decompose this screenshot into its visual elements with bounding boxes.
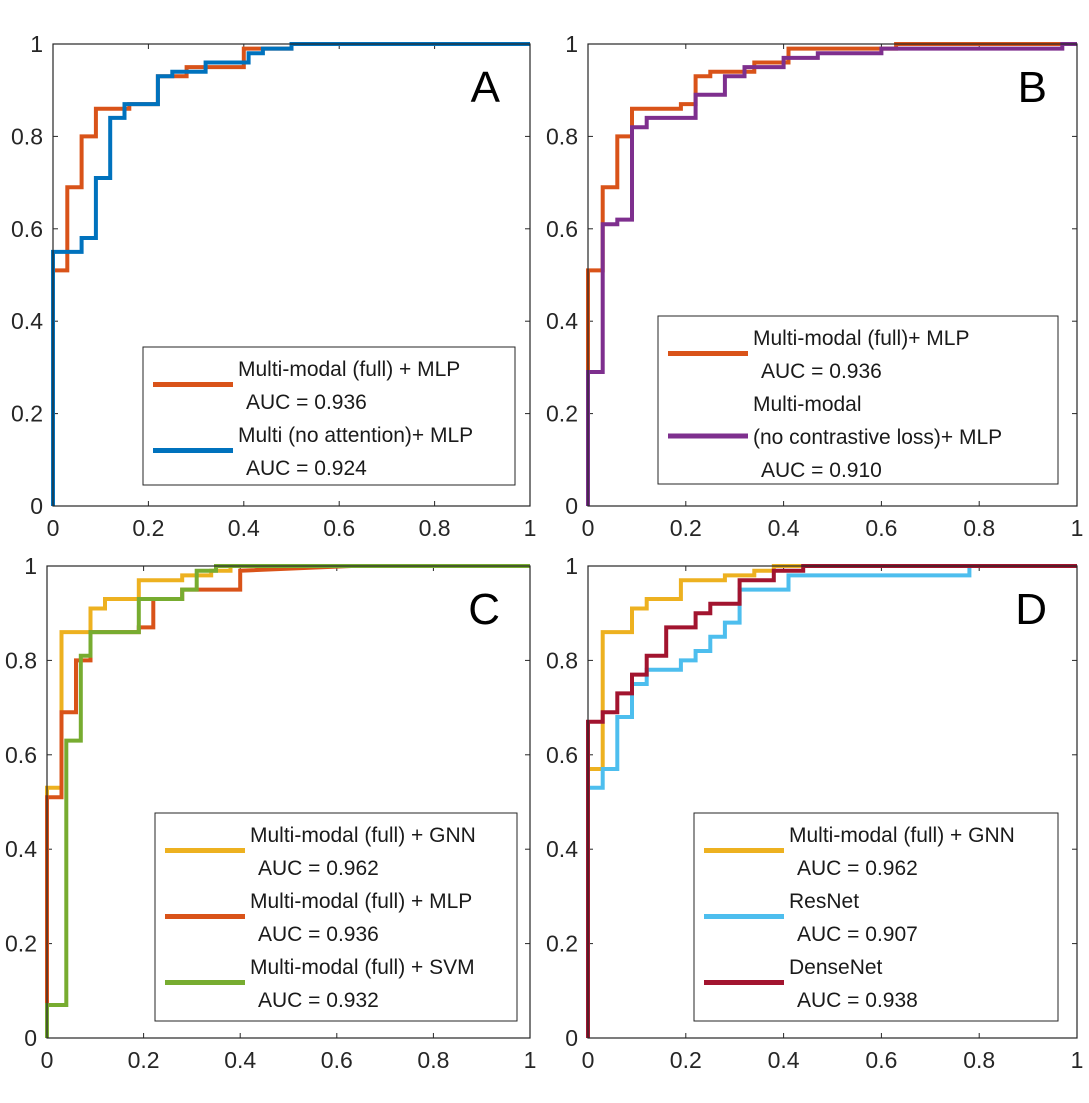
y-tick-label: 0.6 — [546, 742, 578, 768]
panel-c: 0 0.2 0.4 0.6 0.8 1 0 0.2 0.4 0.6 0.8 1 C Multi-modal… — [5, 553, 536, 1073]
legend-auc-label: AUC = 0.907 — [797, 923, 918, 946]
panel-letter: B — [1018, 63, 1047, 112]
y-tick-label: 1 — [30, 31, 43, 57]
x-tick-label: 0.2 — [132, 515, 164, 541]
panel-d: 0 0.2 0.4 0.6 0.8 1 0 0.2 0.4 0.6 0.8 1 D Multi-modal… — [546, 553, 1083, 1073]
y-tick-label: 0 — [565, 493, 578, 519]
axes-frame — [46, 565, 531, 1039]
legend-series-label: Multi-modal (full) + MLP — [238, 358, 460, 381]
y-tick-label: 0.4 — [11, 308, 43, 334]
x-tick-label: 1 — [524, 1047, 537, 1073]
x-tick-label: 0.6 — [323, 515, 355, 541]
legend-auc-label: AUC = 0.962 — [797, 857, 918, 880]
legend: Multi-modal (full) + GNN AUC = 0.962 Multi… — [154, 812, 518, 1022]
legend-auc-label: AUC = 0.936 — [258, 923, 379, 946]
legend-series-label: Multi-modal (full) + GNN — [789, 824, 1015, 847]
x-tick-label: 0.8 — [963, 1047, 995, 1073]
legend: Multi-modal (full) + MLP AUC = 0.936 Multi… — [142, 346, 516, 486]
panel-a: 0 0.2 0.4 0.6 0.8 1 0 0.2 0.4 0.6 0.8 1 A Multi-modal… — [11, 31, 536, 541]
y-tick-label: 0.6 — [11, 216, 43, 242]
y-tick-label: 0.8 — [5, 647, 37, 673]
y-tick-label: 1 — [565, 31, 578, 57]
legend-series-label: ResNet — [789, 890, 859, 913]
x-tick-label: 0.2 — [128, 1047, 160, 1073]
x-tick-label: 0.8 — [419, 515, 451, 541]
x-tick-label: 0.2 — [670, 1047, 702, 1073]
y-tick-label: 0.2 — [546, 401, 578, 427]
legend-series-label: Multi-modal (full)+ MLP — [753, 327, 969, 350]
legend-auc-label: AUC = 0.936 — [246, 391, 367, 414]
y-tick-label: 0.4 — [546, 836, 578, 862]
roc-curve-densenet — [586, 564, 1077, 1038]
legend-auc-label: AUC = 0.936 — [761, 360, 882, 383]
y-tick-label: 1 — [24, 553, 37, 579]
roc-curve-multi-modal-full-gnn — [586, 564, 848, 1038]
y-tick-label: 0.8 — [546, 647, 578, 673]
y-tick-label: 0.2 — [546, 931, 578, 957]
roc-curve-multi-modal-no-contrastive-loss-mlp — [586, 42, 1077, 506]
roc-curve-multi-no-attention-mlp — [51, 42, 530, 506]
x-tick-label: 1 — [524, 515, 537, 541]
x-tick-label: 1 — [1071, 1047, 1084, 1073]
legend-series-label: Multi-modal (full) + SVM — [250, 956, 475, 979]
panel-b: 0 0.2 0.4 0.6 0.8 1 0 0.2 0.4 0.6 0.8 1 B Multi-modal… — [546, 31, 1083, 541]
x-tick-label: 0 — [582, 515, 595, 541]
legend-series-label: Multi-modal (full) + GNN — [250, 824, 476, 847]
roc-curve-multi-modal-full-svm — [45, 564, 530, 1038]
legend-auc-label: AUC = 0.932 — [258, 989, 379, 1012]
legend-series-label: Multi (no attention)+ MLP — [238, 424, 473, 447]
y-tick-label: 0 — [565, 1025, 578, 1051]
roc-curve-resnet — [586, 564, 1077, 1038]
axes-frame — [52, 43, 531, 507]
x-tick-label: 0 — [582, 1047, 595, 1073]
x-tick-label: 0.8 — [963, 515, 995, 541]
y-tick-label: 0.6 — [546, 216, 578, 242]
legend-series-label: Multi-modal (full) + MLP — [250, 890, 472, 913]
y-tick-label: 0.4 — [546, 308, 578, 334]
y-tick-label: 0.2 — [5, 931, 37, 957]
legend: Multi-modal (full)+ MLP AUC = 0.936 Multi-… — [657, 315, 1059, 485]
legend-box — [142, 346, 516, 486]
x-tick-label: 1 — [1071, 515, 1084, 541]
y-tick-label: 0.4 — [5, 836, 37, 862]
legend-series-label: (no contrastive loss)+ MLP — [753, 426, 1002, 449]
legend-auc-label: AUC = 0.938 — [797, 989, 918, 1012]
x-tick-label: 0.4 — [768, 1047, 800, 1073]
y-tick-label: 0.8 — [11, 123, 43, 149]
x-tick-label: 0.4 — [228, 515, 260, 541]
legend-box — [657, 315, 1059, 485]
legend-auc-label: AUC = 0.924 — [246, 457, 367, 480]
x-tick-label: 0.6 — [865, 515, 897, 541]
axes-frame — [587, 43, 1078, 507]
legend: Multi-modal (full) + GNN AUC = 0.962 ResNe… — [693, 812, 1059, 1022]
y-tick-label: 0 — [30, 493, 43, 519]
x-tick-label: 0.2 — [670, 515, 702, 541]
y-tick-label: 1 — [565, 553, 578, 579]
axes-frame — [587, 565, 1078, 1039]
y-tick-label: 0.6 — [5, 742, 37, 768]
x-tick-label: 0.8 — [417, 1047, 449, 1073]
x-tick-label: 0 — [41, 1047, 54, 1073]
y-tick-label: 0 — [24, 1025, 37, 1051]
y-tick-label: 0.8 — [546, 123, 578, 149]
panel-letter: C — [468, 585, 500, 634]
panel-letter: A — [471, 63, 501, 112]
x-tick-label: 0.4 — [768, 515, 800, 541]
x-tick-label: 0.6 — [865, 1047, 897, 1073]
y-tick-label: 0.2 — [11, 401, 43, 427]
legend-auc-label: AUC = 0.962 — [258, 857, 379, 880]
panel-letter: D — [1015, 585, 1047, 634]
legend-series-label: DenseNet — [789, 956, 883, 979]
x-tick-label: 0 — [47, 515, 60, 541]
x-tick-label: 0.6 — [321, 1047, 353, 1073]
x-tick-label: 0.4 — [224, 1047, 256, 1073]
legend-series-label: Multi-modal — [753, 393, 862, 416]
legend-auc-label: AUC = 0.910 — [761, 459, 882, 482]
